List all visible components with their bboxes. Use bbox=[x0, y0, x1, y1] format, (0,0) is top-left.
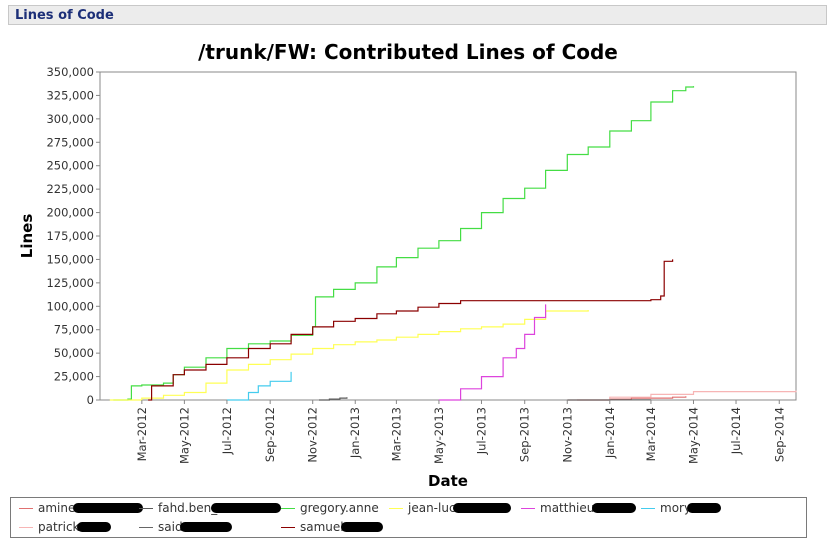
y-tick-label: 25,000 bbox=[54, 370, 94, 384]
x-tick-label: May-2013 bbox=[432, 407, 446, 464]
x-tick-label: Jul-2013 bbox=[474, 407, 488, 455]
series-line-said bbox=[567, 399, 652, 401]
y-tick-label: 300,000 bbox=[46, 112, 94, 126]
series-line-patrick bbox=[567, 390, 797, 401]
y-tick-label: 50,000 bbox=[54, 346, 94, 360]
x-axis-label: Date bbox=[428, 472, 468, 490]
plot-area bbox=[99, 71, 797, 401]
x-tick-label: Mar-2014 bbox=[644, 407, 658, 461]
x-tick-label: May-2014 bbox=[686, 407, 700, 464]
legend-swatch bbox=[19, 508, 33, 509]
legend-label: mory. bbox=[660, 501, 694, 515]
line-chart: /trunk/FW: Contributed Lines of Code 0 25… bbox=[18, 40, 797, 490]
series-layer bbox=[109, 86, 797, 401]
legend-label: jean-luc. bbox=[408, 501, 460, 515]
legend-swatch bbox=[281, 527, 295, 528]
x-tick-label: Nov-2012 bbox=[306, 407, 320, 463]
legend-swatch bbox=[19, 527, 33, 528]
chart-legend: amine. fahd.ben_ gregory.anne jean-luc. matt… bbox=[10, 497, 807, 538]
legend-swatch bbox=[139, 527, 153, 528]
legend-label: fahd.ben_ bbox=[158, 501, 218, 515]
legend-label: samuel. bbox=[300, 520, 348, 534]
y-tick-label: 100,000 bbox=[46, 299, 94, 313]
x-tick-label: Jan-2013 bbox=[348, 407, 362, 459]
header-title: Lines of Code bbox=[15, 8, 114, 23]
legend-swatch bbox=[521, 508, 535, 509]
y-tick-label: 325,000 bbox=[46, 88, 94, 102]
x-tick-label: Sep-2012 bbox=[263, 407, 277, 462]
x-tick-label: Sep-2014 bbox=[772, 407, 786, 462]
redaction-mark bbox=[341, 522, 384, 532]
series-line-fahd-ben bbox=[319, 397, 348, 401]
legend-label: patrick. bbox=[38, 520, 84, 534]
series-line-matthieu bbox=[438, 304, 547, 401]
series-line-samuel bbox=[148, 259, 674, 401]
y-tick-label: 175,000 bbox=[46, 229, 94, 243]
x-tick-label: Mar-2013 bbox=[389, 407, 403, 461]
y-tick-label: 225,000 bbox=[46, 182, 94, 196]
y-tick-label: 250,000 bbox=[46, 159, 94, 173]
x-tick-label: Jul-2012 bbox=[220, 407, 234, 455]
x-tick-label: Mar-2012 bbox=[135, 407, 149, 461]
redaction-mark bbox=[73, 503, 144, 513]
header-bar: Lines of Code bbox=[8, 5, 827, 25]
legend-label: said. bbox=[158, 520, 187, 534]
redaction-mark bbox=[211, 503, 282, 513]
redaction-mark bbox=[180, 522, 233, 532]
x-tick-label: Jan-2014 bbox=[603, 407, 617, 459]
y-tick-label: 350,000 bbox=[46, 65, 94, 79]
y-axis: 0 25,000 50,000 75,000 100,000 125,000 150,000… bbox=[46, 65, 100, 407]
legend-swatch bbox=[139, 508, 153, 509]
legend-label: gregory.anne bbox=[300, 501, 379, 515]
redaction-mark bbox=[77, 522, 112, 532]
x-tick-label: May-2012 bbox=[177, 407, 191, 464]
x-tick-label: Nov-2013 bbox=[560, 407, 574, 463]
x-tick-label: Jul-2014 bbox=[729, 407, 743, 455]
x-axis: Mar-2012 May-2012 Jul-2012 Sep-2012 Nov-2012… bbox=[135, 400, 786, 464]
y-tick-label: 125,000 bbox=[46, 276, 94, 290]
y-tick-label: 0 bbox=[87, 393, 94, 407]
redaction-mark bbox=[453, 503, 512, 513]
redaction-mark bbox=[687, 503, 722, 513]
redaction-mark bbox=[592, 503, 637, 513]
chart-title: /trunk/FW: Contributed Lines of Code bbox=[198, 40, 618, 64]
legend-swatch bbox=[281, 508, 295, 509]
series-line-jean-luc bbox=[109, 310, 589, 401]
legend-label: amine. bbox=[38, 501, 80, 515]
y-axis-label: Lines bbox=[18, 214, 36, 259]
legend-swatch bbox=[641, 508, 655, 509]
legend-swatch bbox=[389, 508, 403, 509]
y-tick-label: 200,000 bbox=[46, 206, 94, 220]
y-tick-label: 275,000 bbox=[46, 135, 94, 149]
legend-label: matthieu. bbox=[540, 501, 599, 515]
y-tick-label: 150,000 bbox=[46, 252, 94, 266]
series-line-mory bbox=[226, 371, 292, 401]
x-tick-label: Sep-2013 bbox=[518, 407, 532, 462]
y-tick-label: 75,000 bbox=[54, 323, 94, 337]
